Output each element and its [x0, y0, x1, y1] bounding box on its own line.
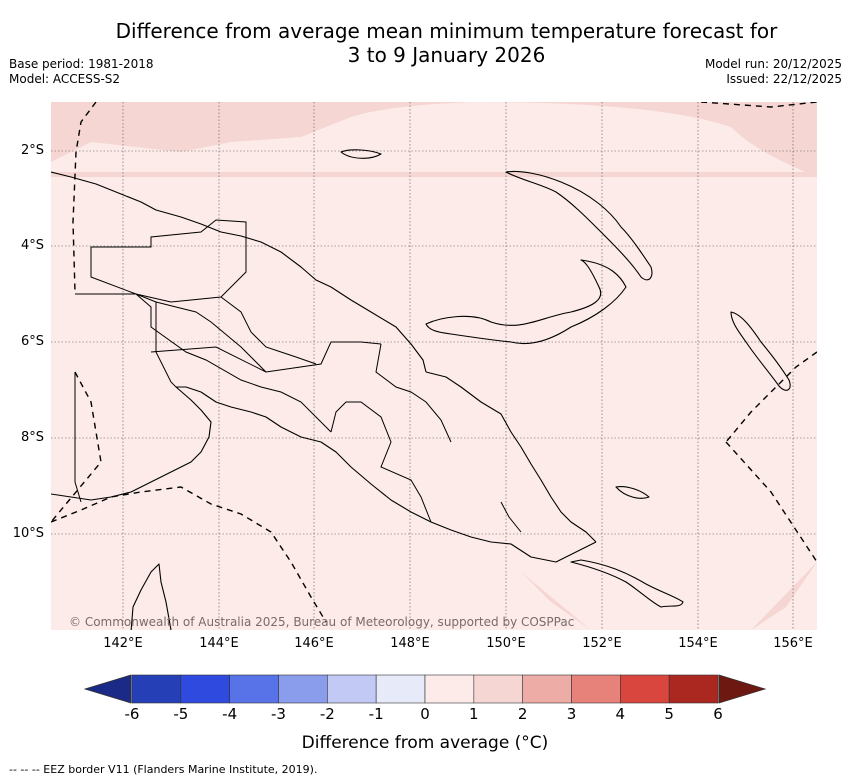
eez-boundaries [51, 102, 817, 623]
colorbar-title: Difference from average (°C) [301, 733, 549, 753]
coastlines [51, 149, 791, 630]
colorbar-tick-label: 2 [517, 705, 528, 723]
colorbar-tick-label: -1 [368, 705, 384, 723]
lon-label-146e: 146°E [294, 636, 334, 651]
colorbar-tick-label: -4 [222, 705, 238, 723]
map-copyright: © Commonwealth of Australia 2025, Bureau… [69, 615, 574, 629]
colorbar-tick-label: -2 [319, 705, 335, 723]
papuan-south-coast [176, 386, 597, 563]
graticule [51, 102, 817, 630]
colorbar-bin [180, 674, 230, 704]
chart-title-line2: 3 to 9 January 2026 [347, 43, 546, 67]
colorbar-tick-label: 0 [420, 705, 430, 723]
model-name: Model: ACCESS-S2 [9, 72, 121, 86]
huon-peninsula [425, 371, 597, 543]
ocean-background-zone [51, 102, 817, 630]
lon-label-144e: 144°E [199, 636, 239, 651]
forecast-map: © Commonwealth of Australia 2025, Bureau… [51, 102, 817, 630]
chart-title: Difference from average mean minimum tem… [0, 19, 850, 67]
manus-island [340, 149, 382, 159]
colorbar-tick-label: 1 [469, 705, 479, 723]
lon-label-152e: 152°E [582, 636, 622, 651]
lat-label-10s: 10°S [12, 526, 44, 541]
colorbar-bin [668, 674, 719, 704]
colorbar-tick-label: 4 [615, 705, 626, 723]
eez-legend: -- -- -- EEZ border V11 (Flanders Marine… [9, 763, 318, 776]
gulf-south-coast [51, 386, 212, 501]
lat-label-8s: 8°S [20, 430, 44, 445]
colorbar-bin [131, 674, 182, 704]
colorbar-bin [620, 674, 670, 704]
meta-right: Model run: 20/12/2025 Issued: 22/12/2025 [705, 57, 842, 87]
colorbar-bin [278, 674, 328, 704]
new-britain [425, 259, 627, 345]
meta-left: Base period: 1981-2018 Model: ACCESS-S2 [9, 57, 154, 87]
colorbar-bin [473, 674, 523, 704]
colorbar-bin [229, 674, 279, 704]
colorbar-bin [375, 674, 426, 704]
bougainville [730, 311, 791, 391]
colorbar-bin [522, 674, 572, 704]
colorbar-tick-label: 6 [713, 705, 723, 723]
issued-date: Issued: 22/12/2025 [726, 72, 842, 86]
colorbar-tick-label: -5 [173, 705, 189, 723]
torres-strait-coast [130, 563, 172, 630]
province-borders [74, 219, 522, 533]
new-ireland [505, 170, 653, 281]
lon-label-142e: 142°E [103, 636, 143, 651]
colorbar [84, 674, 767, 704]
lon-label-156e: 156°E [773, 636, 813, 651]
lat-label-2s: 2°S [20, 143, 44, 158]
colorbar-tick-label: -3 [271, 705, 286, 723]
colorbar-bins [131, 674, 719, 704]
colorbar-tick-label: 3 [566, 705, 577, 723]
louisiade-archipelago [570, 559, 684, 608]
colorbar-above-arrow [718, 674, 767, 704]
colorbar-bin [571, 674, 621, 704]
new-guinea-north-coast [51, 171, 427, 373]
lat-label-6s: 6°S [20, 334, 44, 349]
colorbar-bin [424, 674, 475, 704]
colorbar-tick-label: 5 [664, 705, 674, 723]
base-period: Base period: 1981-2018 [9, 57, 154, 71]
lat-label-4s: 4°S [20, 238, 44, 253]
model-run: Model run: 20/12/2025 [704, 57, 842, 71]
colorbar-bin [327, 674, 377, 704]
lon-label-148e: 148°E [390, 636, 430, 651]
lon-label-154e: 154°E [678, 636, 718, 651]
lon-label-150e: 150°E [486, 636, 526, 651]
goodenough-island [615, 486, 650, 499]
colorbar-tick-label: -6 [124, 705, 140, 723]
chart-title-line1: Difference from average mean minimum tem… [115, 19, 778, 43]
colorbar-below-arrow [84, 674, 132, 704]
